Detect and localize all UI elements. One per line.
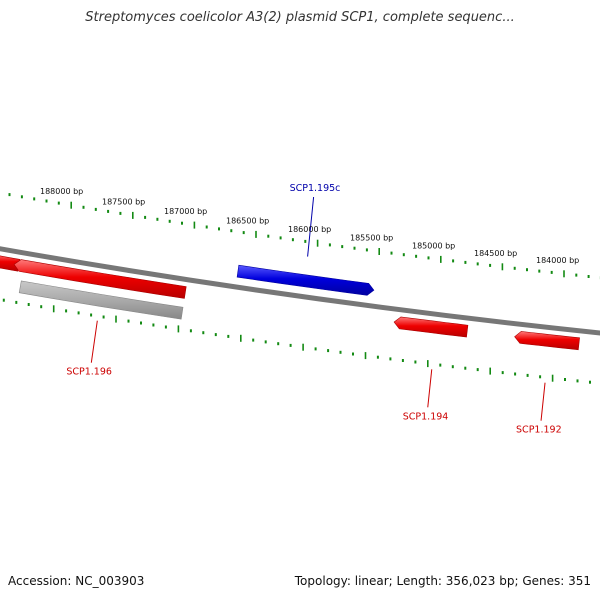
accession-text: Accession: NC_003903 (8, 574, 145, 588)
gene-label[interactable]: SCP1.195c (290, 183, 341, 194)
scp1-195c-gene-arrow[interactable] (236, 264, 375, 296)
feature-bar[interactable] (18, 280, 184, 320)
gene-label[interactable]: SCP1.196 (66, 367, 112, 378)
upper-tick-track (8, 193, 600, 280)
gene-label-leader (427, 369, 433, 408)
tick-label: 188000 bp (40, 187, 83, 196)
tick-label: 184500 bp (474, 249, 517, 258)
gene-label[interactable]: SCP1.194 (403, 411, 449, 422)
tick-label: 186500 bp (226, 216, 269, 225)
gene-label[interactable]: SCP1.192 (516, 425, 562, 436)
scp1-194-gene-arrow[interactable] (393, 316, 469, 338)
gene-label-leader (540, 382, 546, 421)
tick-label-layer: 188000 bp 187500 bp 187000 bp 186500 bp 1860… (40, 187, 579, 265)
feature-track (0, 255, 580, 351)
tick-label: 184000 bp (536, 256, 579, 265)
lower-tick-track (2, 298, 591, 384)
tick-label: 186000 bp (288, 225, 331, 234)
gene-label-layer: SCP1.195c SCP1.196 SCP1.194 SCP1.192 (66, 183, 561, 436)
gene-label-leader (90, 320, 98, 363)
scp1-192-gene-arrow[interactable] (514, 331, 580, 351)
tick-label: 187000 bp (164, 207, 207, 216)
tick-label: 185000 bp (412, 241, 455, 250)
tick-label: 187500 bp (102, 197, 145, 206)
map-title: Streptomyces coelicolor A3(2) plasmid SC… (85, 10, 515, 25)
tick-label: 185500 bp (350, 234, 393, 243)
topology-stats-text: Topology: linear; Length: 356,023 bp; Ge… (294, 574, 591, 588)
scp1-196-gene-arrow[interactable] (13, 259, 187, 299)
gene-label-leader (307, 196, 315, 257)
sequence-backbone (0, 246, 600, 336)
